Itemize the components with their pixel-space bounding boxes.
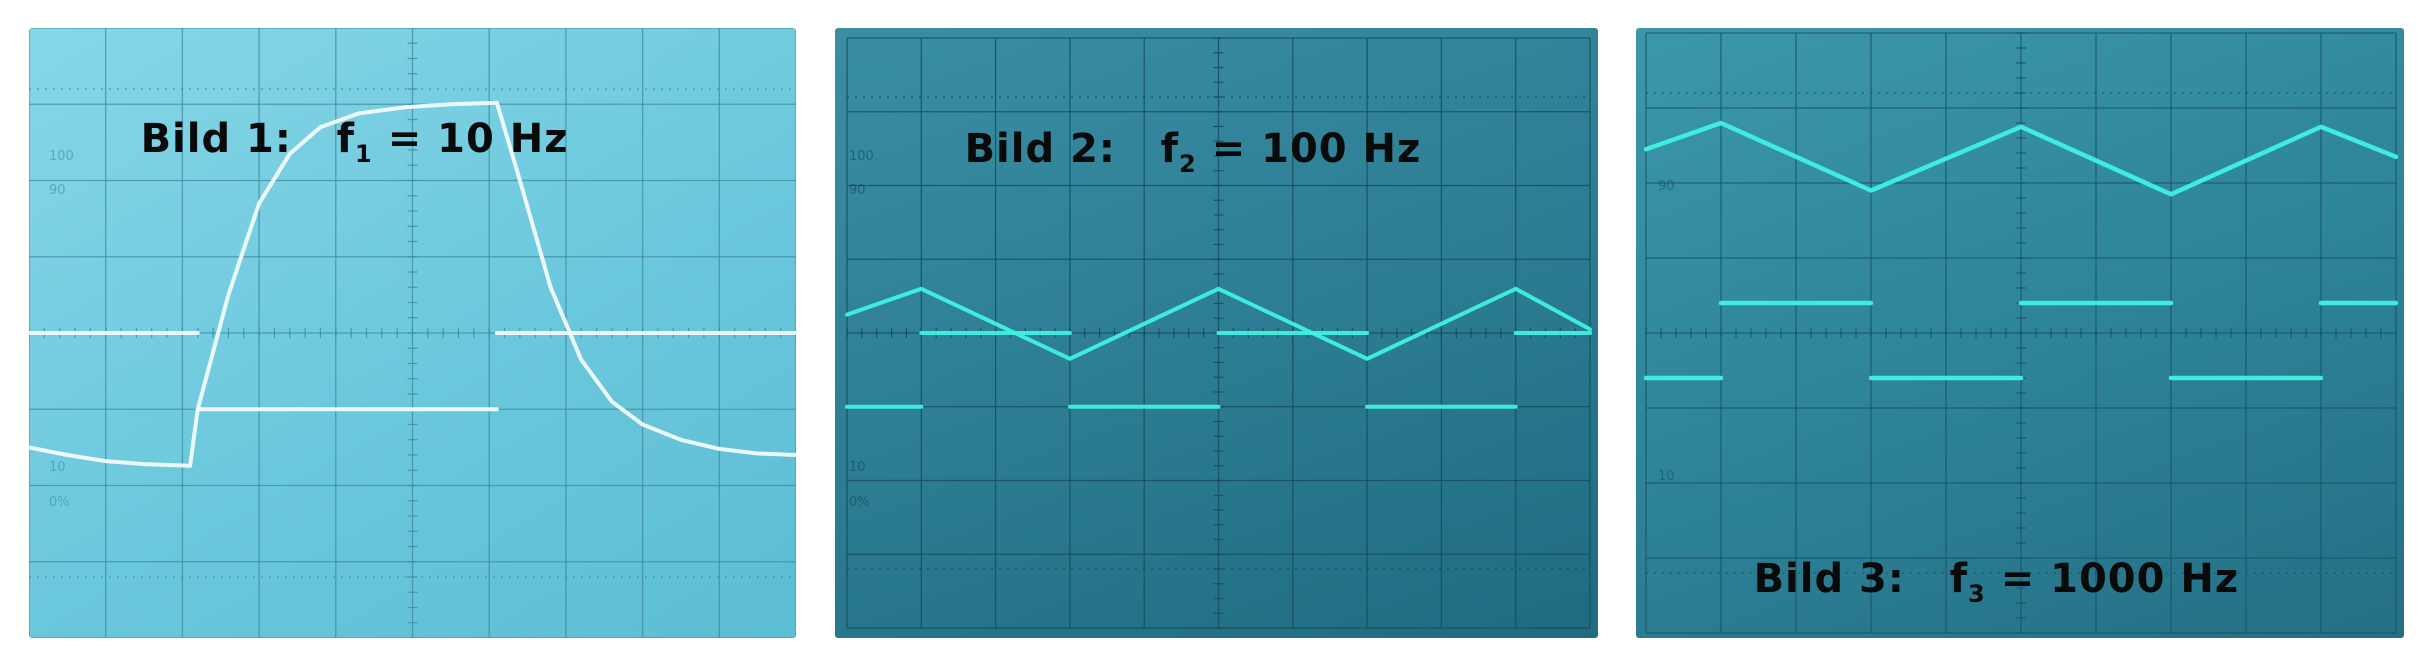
traces <box>1643 120 2399 381</box>
frequency-value: = 100 Hz <box>1211 126 1422 172</box>
frequency-symbol: f <box>336 116 356 162</box>
oscilloscope-screen-3: 90 10 Bild 3: f3 = 1000 Hz <box>1636 28 2404 638</box>
caption-label: Bild 3: <box>1753 556 1905 602</box>
scale-label: 10 <box>49 460 66 475</box>
oscilloscope-screen-1: 100 90 10 0% Bild 1: f1 = 10 Hz <box>29 28 796 638</box>
caption-label: Bild 1: <box>140 116 292 162</box>
scale-label: 90 <box>49 183 66 198</box>
scale-label: 0% <box>49 495 70 510</box>
trace-series-7 <box>1643 120 2399 197</box>
graticule <box>1645 32 2397 634</box>
frequency-subscript: 3 <box>1968 580 1986 608</box>
caption-bild-3: Bild 3: f3 = 1000 Hz <box>1664 510 2239 638</box>
frequency-symbol: f <box>1160 126 1180 172</box>
frequency-value: = 10 Hz <box>387 116 569 162</box>
scale-label: 10 <box>849 460 866 475</box>
scale-label: 100 <box>849 149 874 164</box>
frequency-symbol: f <box>1949 556 1969 602</box>
traces <box>29 100 796 468</box>
scope-plot-2: 100 90 10 0% <box>845 37 1592 629</box>
scale-label: 10 <box>1658 469 1675 484</box>
scale-label: 0% <box>849 495 870 510</box>
caption-bild-2: Bild 2: f2 = 100 Hz <box>875 80 1421 224</box>
trace-series-7 <box>845 286 1592 361</box>
scale-label: 100 <box>49 149 74 164</box>
trace-series-4 <box>29 100 796 468</box>
caption-bild-1: Bild 1: f1 = 10 Hz <box>51 70 568 214</box>
traces <box>845 286 1592 409</box>
frequency-subscript: 1 <box>355 140 373 168</box>
frequency-value: = 1000 Hz <box>2000 556 2240 602</box>
oscilloscope-screen-2: 100 90 10 0% Bild 2: f2 = 100 Hz <box>835 28 1598 638</box>
caption-label: Bild 2: <box>964 126 1116 172</box>
scope-plot-3: 90 10 <box>1643 32 2399 634</box>
frequency-subscript: 2 <box>1179 150 1197 178</box>
scope-plot-1: 100 90 10 0% <box>29 28 796 638</box>
scale-label: 90 <box>849 183 866 198</box>
scale-label: 90 <box>1658 179 1675 194</box>
